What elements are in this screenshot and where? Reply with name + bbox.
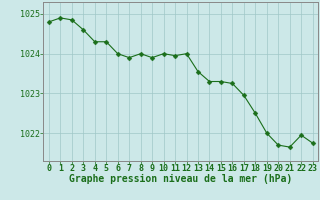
X-axis label: Graphe pression niveau de la mer (hPa): Graphe pression niveau de la mer (hPa) (69, 174, 292, 184)
